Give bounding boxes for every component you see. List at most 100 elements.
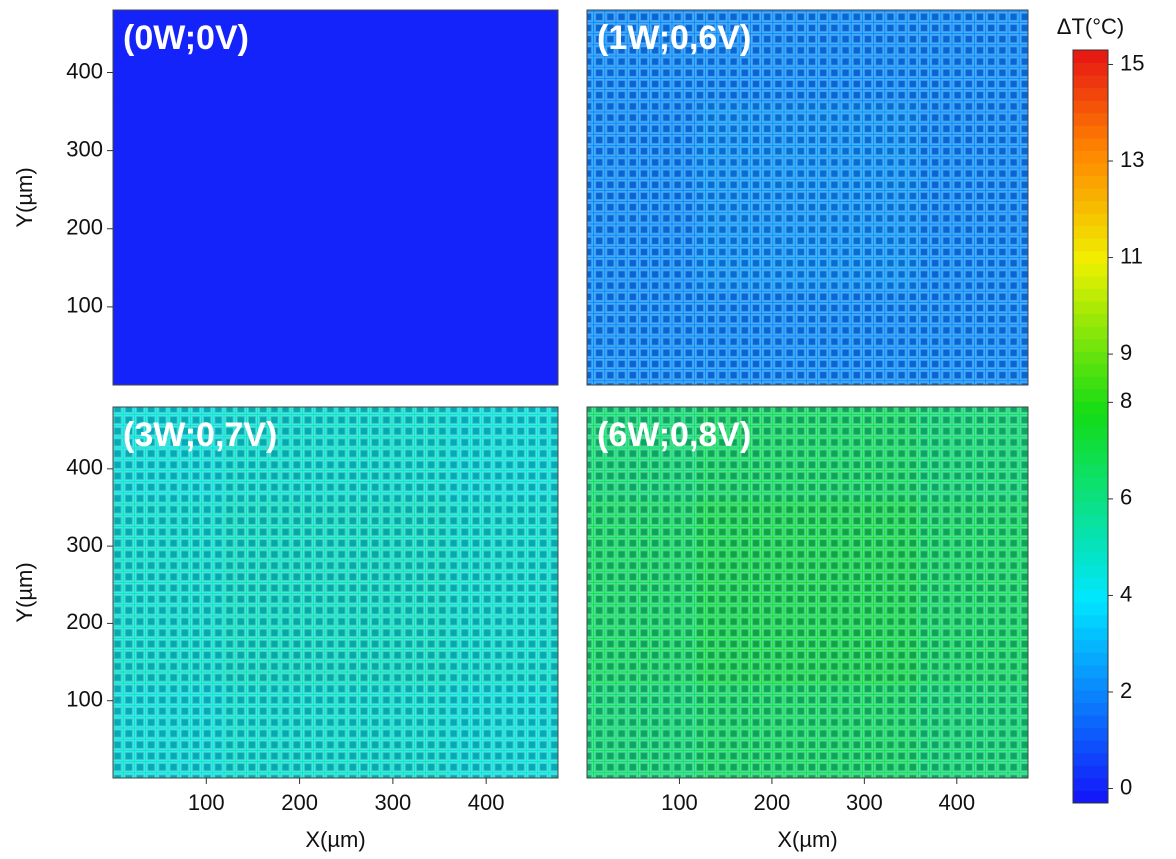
heat-cell bbox=[335, 103, 448, 198]
heat-cell bbox=[446, 10, 559, 105]
panel-frame bbox=[586, 9, 1029, 386]
colorbar-step bbox=[1073, 388, 1108, 402]
colorbar-step bbox=[1073, 301, 1108, 315]
colorbar-step bbox=[1073, 702, 1108, 716]
colorbar-step bbox=[1073, 188, 1108, 202]
colorbar-step bbox=[1073, 664, 1108, 678]
cell-texture bbox=[113, 407, 558, 778]
colorbar-step bbox=[1073, 752, 1108, 766]
colorbar-tick-label: 4 bbox=[1120, 581, 1132, 606]
x-tick-label: 400 bbox=[468, 790, 505, 815]
colorbar-step bbox=[1073, 326, 1108, 340]
x-tick-label: 300 bbox=[846, 790, 883, 815]
colorbar-step bbox=[1073, 639, 1108, 653]
y-tick-label: 400 bbox=[66, 58, 103, 83]
colorbar-step bbox=[1073, 690, 1108, 704]
colorbar-step bbox=[1073, 275, 1108, 289]
heat-cell bbox=[446, 291, 559, 386]
x-tick-label: 300 bbox=[375, 790, 412, 815]
y-axis-label: Y(µm) bbox=[12, 562, 37, 622]
colorbar-step bbox=[1073, 263, 1108, 277]
heat-cell bbox=[224, 291, 336, 386]
panel-title: (1W;0,6V) bbox=[597, 19, 751, 57]
colorbar-step bbox=[1073, 539, 1108, 553]
colorbar-step bbox=[1073, 464, 1108, 478]
colorbar-step bbox=[1073, 413, 1108, 427]
colorbar-step bbox=[1073, 200, 1108, 214]
x-tick-label: 400 bbox=[938, 790, 975, 815]
colorbar-step bbox=[1073, 238, 1108, 252]
colorbar-step bbox=[1073, 577, 1108, 591]
colorbar-tick-label: 13 bbox=[1120, 147, 1144, 172]
colorbar-tick-label: 11 bbox=[1120, 243, 1143, 268]
colorbar-step bbox=[1073, 727, 1108, 741]
colorbar-step bbox=[1073, 589, 1108, 603]
colorbar-step bbox=[1073, 489, 1108, 503]
colorbar-tick-label: 0 bbox=[1120, 774, 1132, 799]
colorbar-step bbox=[1073, 439, 1108, 453]
colorbar-step bbox=[1073, 476, 1108, 490]
colorbar-step bbox=[1073, 363, 1108, 377]
colorbar-step bbox=[1073, 426, 1108, 440]
colorbar-step bbox=[1073, 175, 1108, 189]
panel-frame bbox=[586, 406, 1029, 779]
y-tick-label: 400 bbox=[66, 455, 103, 480]
colorbar-step bbox=[1073, 288, 1108, 302]
x-tick-label: 100 bbox=[188, 790, 225, 815]
colorbar-step bbox=[1073, 765, 1108, 779]
y-tick-label: 300 bbox=[66, 532, 103, 557]
colorbar-step bbox=[1073, 715, 1108, 729]
heat-cell bbox=[446, 103, 559, 198]
colorbar-step bbox=[1073, 125, 1108, 139]
heat-cell bbox=[113, 197, 225, 292]
heat-cell bbox=[113, 291, 225, 386]
y-tick-label: 100 bbox=[66, 687, 103, 712]
heat-cell bbox=[113, 103, 225, 198]
colorbar-step bbox=[1073, 250, 1108, 264]
panel-frame bbox=[112, 406, 559, 779]
colorbar-step bbox=[1073, 225, 1108, 239]
colorbar-step bbox=[1073, 338, 1108, 352]
colorbar-label: ΔT(°C) bbox=[1057, 14, 1124, 39]
colorbar-step bbox=[1073, 162, 1108, 176]
colorbar-step bbox=[1073, 677, 1108, 691]
colorbar-step bbox=[1073, 150, 1108, 164]
colorbar-tick-label: 15 bbox=[1120, 50, 1144, 75]
colorbar-step bbox=[1073, 602, 1108, 616]
colorbar-step bbox=[1073, 213, 1108, 227]
panel-frame bbox=[112, 9, 559, 386]
colorbar-tick-label: 9 bbox=[1120, 340, 1132, 365]
heat-cell bbox=[335, 291, 448, 386]
panel-title: (0W;0V) bbox=[123, 19, 249, 57]
colorbar-step bbox=[1073, 62, 1108, 76]
colorbar-step bbox=[1073, 75, 1108, 89]
heat-cell bbox=[335, 197, 448, 292]
x-axis-label: X(µm) bbox=[305, 827, 365, 852]
panel-title: (3W;0,7V) bbox=[123, 416, 277, 454]
y-tick-label: 200 bbox=[66, 215, 103, 240]
colorbar-step bbox=[1073, 100, 1108, 114]
y-tick-label: 100 bbox=[66, 293, 103, 318]
colorbar-step bbox=[1073, 514, 1108, 528]
y-axis-label: Y(µm) bbox=[12, 167, 37, 227]
heat-cell bbox=[224, 197, 336, 292]
heat-cell bbox=[335, 10, 448, 105]
heat-cell bbox=[113, 10, 225, 105]
heat-cell bbox=[446, 197, 559, 292]
colorbar-step bbox=[1073, 313, 1108, 327]
colorbar-step bbox=[1073, 526, 1108, 540]
colorbar-tick-label: 2 bbox=[1120, 678, 1132, 703]
colorbar-frame bbox=[1072, 49, 1109, 804]
colorbar-step bbox=[1073, 50, 1108, 64]
colorbar-tick-label: 6 bbox=[1120, 485, 1132, 510]
colorbar-step bbox=[1073, 777, 1108, 791]
colorbar-step bbox=[1073, 790, 1108, 804]
colorbar-step bbox=[1073, 564, 1108, 578]
heat-cell bbox=[224, 10, 336, 105]
cell-texture bbox=[587, 407, 1028, 778]
colorbar-tick-label: 8 bbox=[1120, 388, 1132, 413]
x-tick-label: 100 bbox=[661, 790, 698, 815]
y-tick-label: 300 bbox=[66, 136, 103, 161]
cell-texture bbox=[587, 10, 1028, 385]
